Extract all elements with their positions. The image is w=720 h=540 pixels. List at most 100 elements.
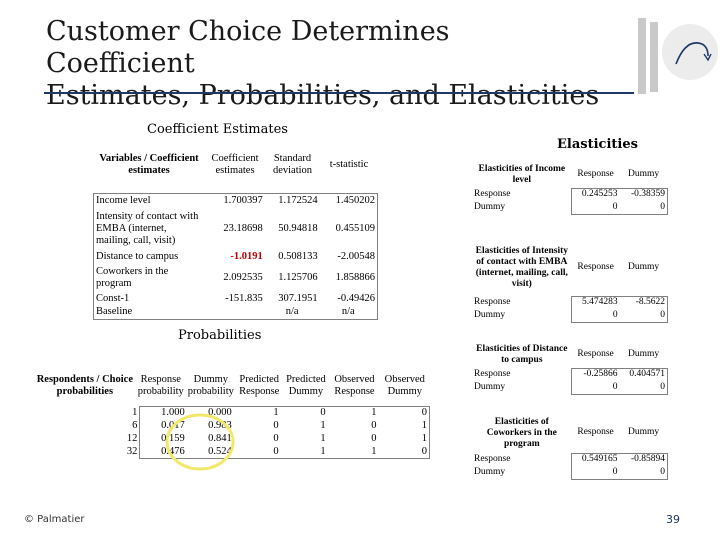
elasticity-block-coworkers: Elasticities of Coworkers in the program…: [472, 413, 668, 480]
coef-row-value: 2.092535: [223, 271, 263, 283]
elasticity-title: Elasticities of Distance to campus: [476, 344, 568, 365]
prob-header-pred-response: Predicted Response: [239, 374, 280, 397]
coefficient-body-table: Income level 1.700397 1.172524 1.450202 …: [93, 193, 378, 320]
coef-row-t: 1.450202: [335, 194, 375, 206]
elasticity-col-response: Response: [577, 427, 614, 438]
elasticity-table: Elasticities of Coworkers in the program…: [472, 413, 668, 480]
coefficient-table: Variables / Coefficient estimates Coeffi…: [93, 153, 378, 193]
coef-row-sd: n/a: [285, 306, 299, 318]
elasticity-col-response: Response: [577, 262, 614, 273]
title-underline: [44, 92, 634, 94]
prob-row-respondent: 12: [34, 432, 141, 446]
elasticity-value: 0: [619, 201, 668, 215]
prob-row-respondent: 32: [34, 445, 141, 459]
coef-header-t: t-statistic: [329, 159, 369, 170]
table-row: 32 0.476 0.524 0 1 1 0: [34, 445, 430, 459]
elasticity-row-label: Dummy: [474, 382, 506, 392]
coef-row-value: [205, 306, 265, 320]
elasticity-col-response: Response: [577, 169, 614, 180]
prob-header-obs-response: Observed Response: [334, 374, 375, 397]
coef-row-value: 23.18698: [223, 222, 263, 234]
table-row: Intensity of contact with EMBA (internet…: [94, 208, 378, 250]
table-row: 6 0.017 0.983 0 1 0 1: [34, 419, 430, 433]
elasticity-title: Elasticities of Intensity of contact wit…: [475, 246, 568, 289]
elasticity-value: -0.25866: [571, 367, 620, 381]
prob-row-p-response: 0.476: [139, 445, 187, 459]
prob-header-respondents: Respondents / Choice probabilities: [36, 374, 133, 397]
elasticity-col-dummy: Dummy: [627, 349, 660, 360]
prob-row-obs-dummy: 1: [378, 432, 430, 446]
prob-header-response: Response probability: [137, 374, 184, 397]
elasticity-value: 0: [571, 466, 620, 480]
table-row: Dummy 0 0: [472, 309, 668, 323]
elasticity-block-income: Elasticities of Income level Response Du…: [472, 162, 668, 215]
prob-header-obs-dummy: Observed Dummy: [384, 374, 425, 397]
prob-row-obs-dummy: 0: [378, 406, 430, 420]
prob-row-pred-response: 0: [273, 420, 279, 431]
slide-title-line1: Customer Choice Determines Coefficient: [46, 16, 450, 79]
elasticity-row-label: Dummy: [474, 310, 506, 320]
prob-row-respondent: 1: [34, 406, 141, 420]
coef-row-label: Coworkers in the program: [96, 265, 169, 289]
table-row: Response 5.474283 -8.5622: [472, 295, 668, 309]
elasticity-value: -0.38359: [619, 187, 668, 201]
coef-row-sd: 307.1951: [278, 292, 318, 304]
coef-row-sd: 1.172524: [278, 194, 318, 206]
probabilities-table-wrap: Respondents / Choice probabilities Respo…: [34, 372, 430, 471]
prob-row-p-dummy: 0.841: [208, 433, 232, 444]
coef-header-sd: Standard deviation: [272, 153, 313, 176]
prob-row-pred-dummy: 1: [320, 433, 326, 444]
prob-row-obs-dummy: 0: [378, 445, 430, 459]
coef-row-label: Intensity of contact with EMBA (internet…: [96, 210, 199, 246]
elasticity-col-dummy: Dummy: [627, 262, 660, 273]
elasticity-row-label: Response: [474, 369, 511, 379]
elasticity-value: 0.245253: [571, 187, 620, 201]
elasticity-title: Elasticities of Coworkers in the program: [486, 416, 557, 449]
elasticity-value: 0: [619, 381, 668, 395]
elasticity-col-dummy: Dummy: [627, 427, 660, 438]
coef-row-value: -151.835: [225, 292, 263, 304]
prob-row-pred-dummy: 0: [280, 406, 328, 420]
elasticity-table: Elasticities of Intensity of contact wit…: [472, 240, 668, 323]
coef-row-t: 1.858866: [335, 271, 375, 283]
elasticity-value: -0.85894: [619, 452, 668, 466]
table-row: Baseline n/a n/a: [94, 306, 378, 320]
table-row: Response -0.25866 0.404571: [472, 367, 668, 381]
table-row: 1 1.000 0.000 1 0 1 0: [34, 406, 430, 420]
prob-row-p-dummy: 0.983: [208, 420, 232, 431]
decorative-bar: [638, 18, 646, 94]
slide-title: Customer Choice Determines Coefficient E…: [46, 16, 606, 112]
prob-row-obs-response: 0: [371, 433, 377, 444]
elasticity-col-response: Response: [577, 349, 614, 360]
elasticity-value: 0: [619, 309, 668, 323]
table-row: Coworkers in the program 2.092535 1.1257…: [94, 264, 378, 292]
coef-row-value: -1.0191: [230, 250, 263, 262]
prob-row-pred-response: 1: [233, 406, 281, 420]
elasticity-table: Elasticities of Income level Response Du…: [472, 162, 668, 215]
prob-row-pred-dummy: 1: [320, 420, 326, 431]
coef-row-label: Const-1: [96, 292, 130, 304]
coef-row-label: Baseline: [96, 306, 133, 318]
coef-row-t: -0.49426: [337, 292, 375, 304]
probabilities-table: Respondents / Choice probabilities Respo…: [34, 372, 430, 406]
prob-row-obs-dummy: 1: [378, 419, 430, 433]
table-row: Dummy 0 0: [472, 381, 668, 395]
table-row: Income level 1.700397 1.172524 1.450202: [94, 194, 378, 208]
table-row: Response 0.549165 -0.85894: [472, 452, 668, 466]
decorative-bar: [650, 22, 658, 92]
coef-row-sd: 0.508133: [278, 250, 318, 262]
elasticity-value: 5.474283: [571, 295, 620, 309]
coefficient-table-wrap: Variables / Coefficient estimates Coeffi…: [93, 153, 378, 320]
prob-row-pred-response: 0: [273, 433, 279, 444]
table-row: Dummy 0 0: [472, 201, 668, 215]
prob-row-p-dummy: 0.524: [186, 445, 234, 459]
prob-row-pred-dummy: 1: [280, 445, 328, 459]
slide-title-line2: Estimates, Probabilities, and Elasticiti…: [46, 80, 600, 111]
copyright-footer: © Palmatier: [24, 514, 85, 525]
elasticity-row-label: Dummy: [474, 202, 506, 212]
coefficient-heading: Coefficient Estimates: [147, 122, 288, 137]
elasticities-heading: Elasticities: [557, 137, 638, 152]
prob-row-p-response: 1.000: [139, 406, 187, 420]
coef-row-sd: 50.94818: [278, 222, 318, 234]
highlight-ellipse: [165, 413, 235, 471]
